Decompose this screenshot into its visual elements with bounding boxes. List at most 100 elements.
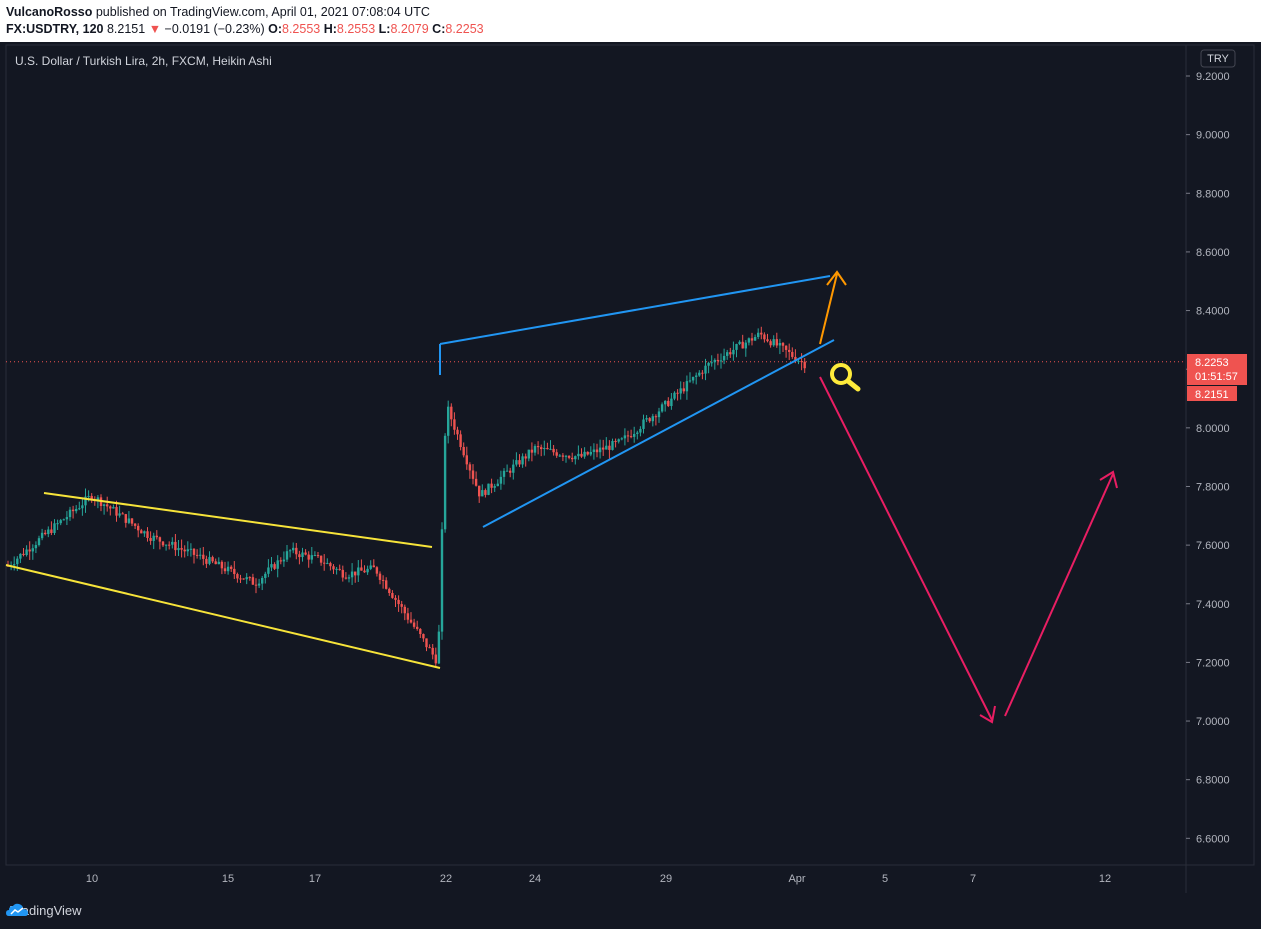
- rebound-arrow[interactable]: [1004, 473, 1114, 717]
- candle-down: [149, 537, 152, 541]
- candle-up: [310, 555, 313, 560]
- price-axis[interactable]: 9.20009.00008.80008.60008.40008.20008.00…: [1186, 71, 1230, 845]
- candle-up: [37, 538, 41, 546]
- wedge-upper-line[interactable]: [439, 275, 831, 345]
- candle-down: [205, 558, 208, 564]
- candle-down: [509, 470, 512, 473]
- candle-down: [766, 339, 769, 342]
- candle-down: [192, 548, 196, 555]
- candle-up: [208, 557, 211, 564]
- candle-up: [732, 349, 735, 355]
- currency-button[interactable]: TRY: [1200, 49, 1236, 68]
- candle-up: [152, 535, 155, 541]
- candle-down: [456, 429, 459, 435]
- candle-down: [803, 361, 806, 369]
- publish-header: VulcanoRosso published on TradingView.co…: [0, 0, 1261, 42]
- price-badge: 8.2253 01:51:57 8.2151: [1187, 354, 1247, 401]
- candle-up: [189, 548, 193, 550]
- candle-down: [412, 622, 416, 627]
- chart-area[interactable]: 9.20009.00008.80008.60008.40008.20008.00…: [0, 42, 1261, 929]
- bearish-arrow-head: [979, 705, 996, 724]
- candle-up: [19, 553, 22, 559]
- candle-down: [388, 588, 391, 594]
- x-tick-label: 22: [440, 873, 452, 885]
- candle-up: [719, 360, 723, 362]
- candle-down: [298, 554, 301, 558]
- candle-down: [385, 580, 388, 589]
- candle-up: [515, 460, 518, 465]
- candle-up: [695, 375, 698, 377]
- candle-up: [639, 428, 642, 433]
- price-badge-timer: 01:51:57: [1195, 371, 1238, 383]
- candle-up: [512, 464, 515, 473]
- tradingview-logo[interactable]: TradingView: [6, 903, 82, 918]
- candle-up: [282, 559, 286, 562]
- candle-down: [474, 478, 478, 486]
- candle-down: [180, 548, 183, 550]
- candle-up: [276, 560, 279, 569]
- bullish-arrow[interactable]: [819, 273, 838, 345]
- high-value: 8.2553: [336, 22, 376, 36]
- price-badge-last: 8.2151: [1195, 389, 1229, 401]
- candle-up: [267, 567, 270, 574]
- candle-down: [90, 495, 93, 500]
- candle-down: [158, 537, 162, 542]
- bullish-arrow-head: [826, 270, 847, 286]
- bearish-arrow[interactable]: [819, 376, 993, 721]
- candle-down: [242, 578, 245, 580]
- candle-down: [540, 447, 543, 450]
- candle-up: [645, 418, 648, 420]
- candle-up: [642, 419, 645, 429]
- x-tick-label: 15: [222, 873, 234, 885]
- candle-up: [245, 577, 248, 580]
- candle-down: [425, 638, 428, 648]
- candle-down: [307, 554, 310, 560]
- candle-down: [763, 334, 766, 340]
- candle-down: [344, 577, 348, 579]
- candle-down: [279, 560, 282, 562]
- y-tick-label: 8.0000: [1196, 423, 1230, 435]
- x-tick-label: 29: [660, 873, 672, 885]
- candle-down: [394, 597, 397, 600]
- candle-down: [195, 554, 199, 556]
- author-name[interactable]: VulcanoRosso: [6, 5, 93, 19]
- candle-down: [602, 447, 605, 450]
- wedge-lower-line[interactable]: [482, 339, 835, 528]
- candle-up: [62, 519, 65, 521]
- candle-up: [710, 362, 713, 364]
- candle-up: [521, 456, 524, 465]
- candle-down: [729, 352, 732, 355]
- candle-down: [781, 343, 785, 346]
- candle-down: [741, 341, 744, 349]
- candle-up: [704, 365, 707, 374]
- candle-down: [428, 647, 431, 649]
- candle-down: [403, 606, 406, 614]
- candle-down: [450, 406, 453, 420]
- candle-down: [775, 339, 778, 346]
- candle-up: [171, 541, 174, 545]
- chart-svg[interactable]: 9.20009.00008.80008.60008.40008.20008.00…: [0, 42, 1261, 929]
- candle-down: [524, 456, 527, 459]
- time-axis[interactable]: 10 15 17 22 24 29 Apr 5 7 12: [86, 873, 1111, 885]
- candle-down: [137, 525, 140, 531]
- candle-down: [251, 577, 255, 585]
- candle-up: [543, 447, 546, 450]
- y-tick-label: 6.6000: [1196, 833, 1230, 845]
- candle-up: [443, 435, 447, 530]
- candle-up: [623, 435, 627, 439]
- candle-down: [168, 544, 171, 546]
- candle-down: [567, 455, 571, 458]
- candle-up: [440, 529, 444, 632]
- tradingview-text: TradingView: [10, 903, 82, 918]
- candle-down: [667, 400, 670, 407]
- y-tick-label: 7.4000: [1196, 599, 1230, 611]
- candle-down: [146, 531, 149, 538]
- candle-down: [214, 561, 217, 565]
- y-tick-label: 9.2000: [1196, 71, 1230, 83]
- channel-upper-line[interactable]: [43, 492, 433, 548]
- candle-up: [288, 550, 292, 552]
- channel-lower-line[interactable]: [5, 564, 441, 669]
- candle-up: [589, 451, 592, 455]
- close-value: 8.2253: [445, 22, 484, 36]
- candle-up: [87, 495, 90, 497]
